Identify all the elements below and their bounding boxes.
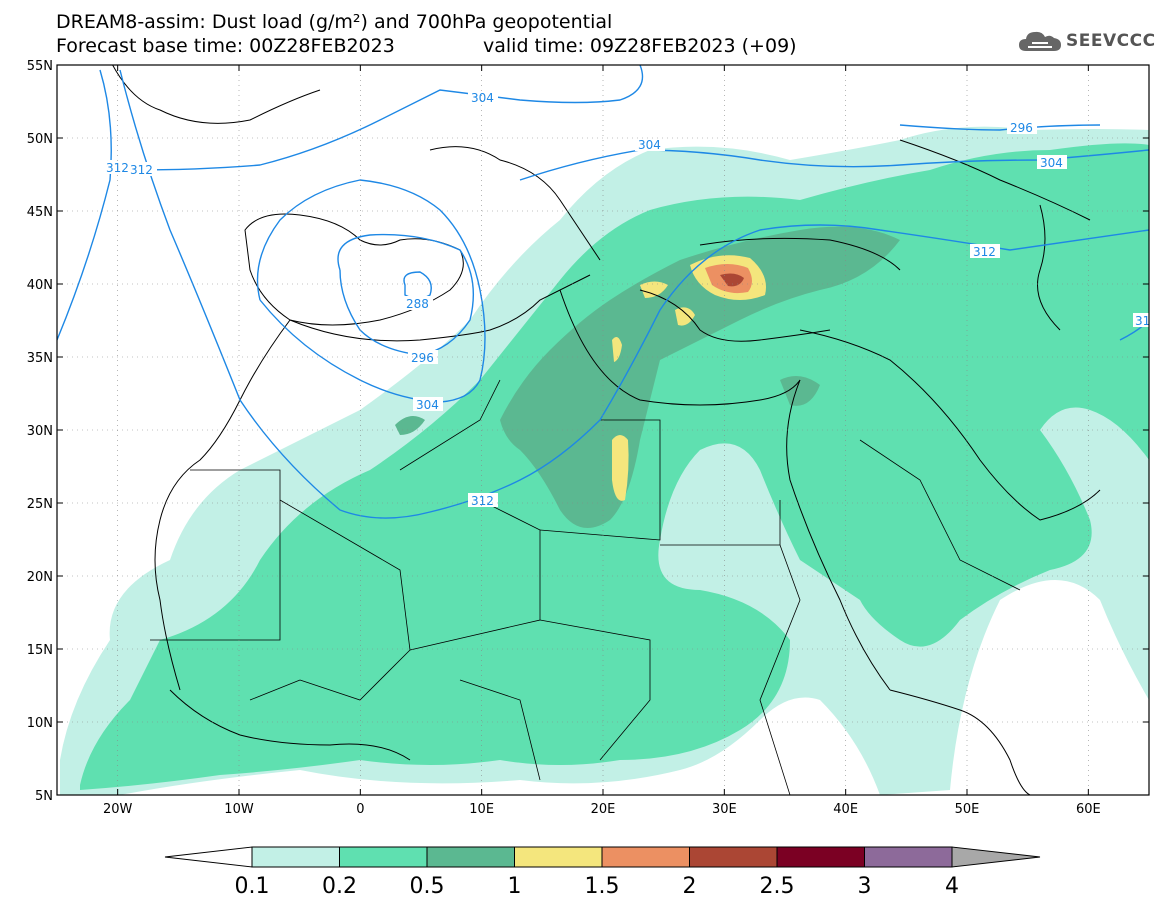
dust-band-1 [675,307,695,326]
colorbar-under-arrow [164,846,253,868]
coastlines [112,65,1101,795]
colorbar-swatch [251,846,340,868]
dust-band-1 [640,281,668,298]
colorbar-over-arrow [951,846,1041,868]
contour-label: 296 [411,351,434,365]
contour-labels: 304 304 304 296 296 312 312 312 312 288 … [104,90,1150,508]
lat-tick-label: 10N [27,716,53,731]
lon-tick-label: 20W [103,802,133,817]
contour-label: 312 [471,494,494,508]
lat-tick-label: 55N [27,59,53,74]
colorbar-swatch [689,846,778,868]
lon-tick-label: 10W [224,802,254,817]
colorbar-label: 4 [945,874,959,899]
lat-tick-label: 30N [27,424,53,439]
colorbar-label: 2.5 [760,874,795,899]
colorbar-label: 0.2 [322,874,357,899]
contour-label: 312 [106,161,129,175]
cloud-icon [1019,31,1061,51]
dust-band-0.5 [780,376,820,406]
lon-tick-label: 10E [469,802,494,817]
contour-label: 312 [973,245,996,259]
contour-label: 288 [406,297,429,311]
contour-label: 304 [1040,156,1063,170]
valid-time: valid time: 09Z28FEB2023 (+09) [483,35,797,57]
lon-tick-label: 20E [591,802,616,817]
colorbar-swatch [864,846,953,868]
colorbar-label: 3 [858,874,872,899]
dust-band-1 [612,435,629,501]
contour-label: 31 [1135,314,1150,328]
colorbar-label: 0.1 [235,874,270,899]
contour-label: 312 [130,163,153,177]
lon-tick-label: 50E [955,802,980,817]
dust-field [60,126,1149,795]
colorbar-label: 1.5 [585,874,620,899]
forecast-base-time: Forecast base time: 00Z28FEB2023 [56,35,395,57]
contour-label: 304 [638,138,661,152]
dust-band-1 [612,336,622,362]
lat-tick-label: 20N [27,570,53,585]
seevccc-logo: SEEVCCC [1018,28,1156,54]
lat-tick-label: 40N [27,278,53,293]
graticule [57,65,1149,795]
logo-text: SEEVCCC [1066,31,1156,51]
colorbar-swatch [514,846,603,868]
colorbar-swatch [601,846,690,868]
lat-tick-label: 25N [27,497,53,512]
colorbar-swatch [776,846,865,868]
lat-tick-label: 50N [27,132,53,147]
dust-band-0.5 [500,226,900,528]
lon-tick-label: 30E [712,802,737,817]
lon-tick-label: 40E [833,802,858,817]
colorbar-label: 2 [683,874,697,899]
title-line-1: DREAM8-assim: Dust load (g/m²) and 700hP… [56,11,613,33]
axes: 55N 50N 45N 40N 35N 30N 25N 20N 15N 10N 5N 20W 10W 0 1… [27,59,1149,817]
dust-band-2 [720,273,744,287]
lat-tick-label: 45N [27,205,53,220]
colorbar: 0.1 0.2 0.5 1 1.5 2 2.5 3 4 [164,846,1041,899]
colorbar-swatch [426,846,515,868]
colorbar-label: 0.5 [410,874,445,899]
contour-label: 296 [1010,121,1033,135]
lat-tick-label: 15N [27,643,53,658]
contour-label: 304 [471,91,494,105]
lat-tick-label: 35N [27,351,53,366]
lon-tick-label: 0 [356,802,364,817]
colorbar-label: 1 [508,874,522,899]
lat-tick-label: 5N [35,789,53,804]
contour-label: 304 [416,398,439,412]
colorbar-swatch [339,846,428,868]
lon-tick-label: 60E [1076,802,1101,817]
